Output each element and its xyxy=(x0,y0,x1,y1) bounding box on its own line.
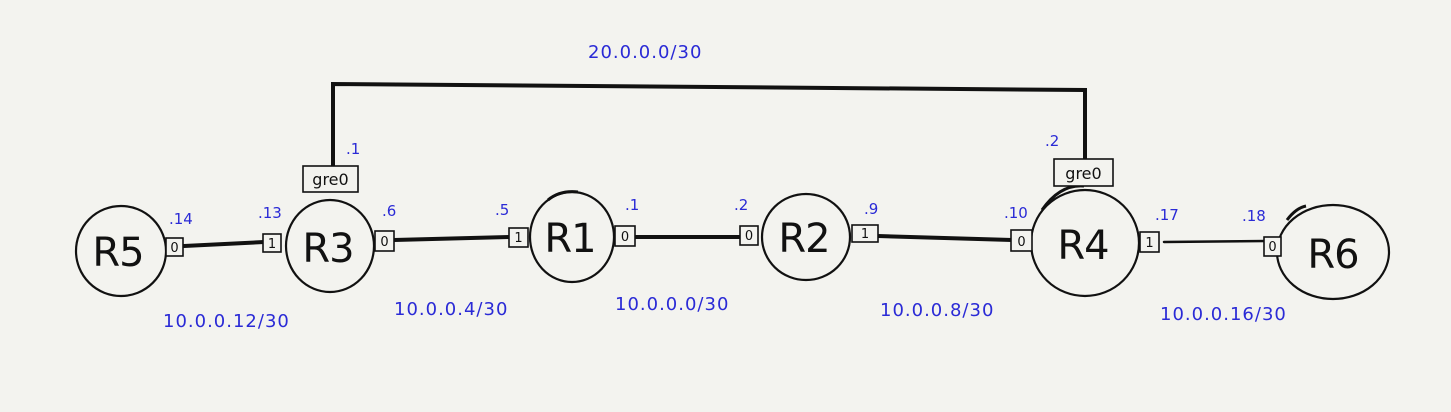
addr-r4-gre: .2 xyxy=(1045,132,1059,150)
router-r1[interactable]: R1 xyxy=(528,190,616,284)
router-r4-label: R4 xyxy=(1057,223,1108,269)
port-r4-1-label: 1 xyxy=(1145,236,1153,251)
router-r5[interactable]: R5 xyxy=(74,204,168,298)
port-r1-0-label: 0 xyxy=(621,230,629,245)
gre-interface-r3[interactable]: gre0 xyxy=(302,165,359,193)
port-r2-1-label: 1 xyxy=(861,227,869,242)
router-r4[interactable]: R4 xyxy=(1029,184,1141,298)
router-r3-label: R3 xyxy=(302,226,353,272)
network-label-r4-r6: 10.0.0.16/30 xyxy=(1160,304,1287,325)
addr-r3-gre: .1 xyxy=(346,140,360,158)
port-r3-1-label: 1 xyxy=(268,237,276,252)
gre-interface-r3-label: gre0 xyxy=(312,170,348,189)
network-label-r1-r2: 10.0.0.0/30 xyxy=(615,294,729,315)
link-r4-r6 xyxy=(1162,239,1268,244)
link-r2-r4 xyxy=(876,234,1014,242)
port-r2-1[interactable]: 1 xyxy=(851,224,879,243)
gre-interface-r4-label: gre0 xyxy=(1065,164,1101,183)
port-r3-1[interactable]: 1 xyxy=(262,233,282,253)
port-r3-0[interactable]: 0 xyxy=(374,230,395,252)
port-r4-0[interactable]: 0 xyxy=(1010,229,1033,252)
router-r6[interactable]: R6 xyxy=(1275,203,1391,301)
port-r2-0-label: 0 xyxy=(745,229,753,244)
router-r3[interactable]: R3 xyxy=(284,198,376,294)
port-r5-0[interactable]: 0 xyxy=(165,237,184,257)
port-r1-1-label: 1 xyxy=(514,231,522,246)
network-label-r2-r4: 10.0.0.8/30 xyxy=(880,300,994,321)
addr-r2-0: .2 xyxy=(734,196,748,214)
addr-r4-0: .10 xyxy=(1004,204,1028,222)
addr-r1-0: .1 xyxy=(625,196,639,214)
network-label-r5-r3: 10.0.0.12/30 xyxy=(163,311,290,332)
addr-r5-0: .14 xyxy=(169,210,193,228)
port-r6-0-label: 0 xyxy=(1268,240,1276,255)
gre-tunnel-link xyxy=(331,81,1087,168)
port-r1-0[interactable]: 0 xyxy=(614,225,636,247)
port-r4-1[interactable]: 1 xyxy=(1139,231,1160,253)
router-r5-label: R5 xyxy=(92,230,143,276)
addr-r6-0: .18 xyxy=(1242,207,1266,225)
addr-r1-1: .5 xyxy=(495,201,509,219)
port-r5-0-label: 0 xyxy=(170,241,178,256)
port-r1-1[interactable]: 1 xyxy=(508,227,529,248)
port-r3-0-label: 0 xyxy=(380,235,388,250)
network-label-r3-r1: 10.0.0.4/30 xyxy=(394,299,508,320)
addr-r2-1: .9 xyxy=(864,200,878,218)
router-r6-label: R6 xyxy=(1307,232,1358,278)
router-r2[interactable]: R2 xyxy=(760,192,852,282)
network-label-gre: 20.0.0.0/30 xyxy=(588,42,702,63)
addr-r4-1: .17 xyxy=(1155,206,1179,224)
link-r5-r3 xyxy=(182,240,266,248)
port-r2-0[interactable]: 0 xyxy=(739,225,759,246)
port-r4-0-label: 0 xyxy=(1017,235,1025,250)
router-r2-label: R2 xyxy=(778,216,829,262)
link-r3-r1 xyxy=(392,235,512,242)
addr-r3-1: .13 xyxy=(258,204,282,222)
router-r1-label: R1 xyxy=(544,216,595,262)
addr-r3-0: .6 xyxy=(382,202,396,220)
port-r6-0[interactable]: 0 xyxy=(1263,236,1282,257)
gre-interface-r4[interactable]: gre0 xyxy=(1053,158,1114,187)
